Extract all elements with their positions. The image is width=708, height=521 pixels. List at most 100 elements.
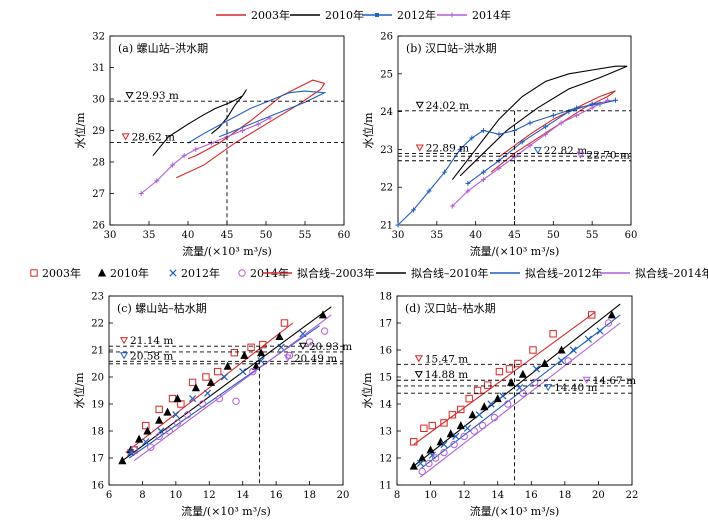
data-point <box>395 222 401 228</box>
y-tick-label: 26 <box>92 221 105 232</box>
data-point <box>480 402 489 411</box>
x-tick-label: 14 <box>491 490 504 501</box>
data-point <box>574 112 580 118</box>
data-point <box>469 135 475 141</box>
legend-mid-label: 2012年 <box>181 266 220 280</box>
y-tick-label: 17 <box>379 319 392 330</box>
x-tick-label: 10 <box>424 490 437 501</box>
series <box>118 306 332 465</box>
data-point <box>518 369 527 378</box>
data-point <box>596 327 604 335</box>
data-point <box>165 427 173 435</box>
data-point <box>127 448 135 457</box>
series <box>449 97 611 209</box>
panel-title: (c) 螺山站–枯水期 <box>117 301 207 315</box>
data-point <box>155 432 163 441</box>
annotation-label: 24.02 m <box>426 100 469 112</box>
data-point <box>584 335 592 343</box>
data-point <box>604 319 613 327</box>
data-point <box>193 146 199 152</box>
legend-mid-marker <box>169 269 177 277</box>
annotation-marker <box>125 92 134 100</box>
data-point <box>188 394 197 403</box>
data-point <box>519 139 525 145</box>
data-point <box>612 97 618 103</box>
annotation-label: 29.93 m <box>136 90 179 102</box>
annotation-marker <box>119 337 129 345</box>
series <box>130 314 332 462</box>
annotation-label: 14.40 m <box>554 382 597 394</box>
x-tick-label: 40 <box>182 230 195 241</box>
y-tick-label: 19 <box>91 400 104 411</box>
x-tick-label: 35 <box>143 230 156 241</box>
data-point <box>495 367 504 376</box>
data-point <box>249 367 257 376</box>
y-tick-label: 22 <box>91 319 104 330</box>
data-point <box>138 191 144 196</box>
annotation-marker <box>415 144 424 152</box>
data-point <box>529 346 537 354</box>
data-point <box>530 378 539 387</box>
legend-mid-item: 拟合线–2003年 <box>262 266 375 280</box>
data-point <box>557 357 566 365</box>
series <box>418 319 621 478</box>
data-point <box>130 446 138 454</box>
panel-title: (d) 汉口站–枯水期 <box>405 301 496 315</box>
data-point <box>505 365 514 373</box>
data-point <box>155 415 164 424</box>
y-tick-label: 28 <box>92 158 105 169</box>
legend-mid-item: 2010年 <box>97 266 149 280</box>
data-point <box>172 411 180 419</box>
data-point <box>247 343 255 352</box>
data-point <box>420 424 428 433</box>
series-line <box>140 117 271 194</box>
x-tick-label: 16 <box>270 490 283 501</box>
legend-top-item: 2010年 <box>290 8 364 22</box>
y-tick-label: 27 <box>92 189 105 200</box>
legend-mid: 2003年 2010年 2012年 2014年 拟合线–2003年 拟合线–2010年 拟合… <box>30 266 708 280</box>
legend-mid-item: 2012年 <box>169 266 220 280</box>
x-tick-label: 60 <box>625 230 638 241</box>
data-point <box>465 188 471 194</box>
fit-line <box>133 314 332 462</box>
panel-title: (b) 汉口站–洪水期 <box>406 41 497 55</box>
data-point <box>605 97 611 103</box>
annotation-marker <box>544 384 553 392</box>
data-point <box>507 377 516 386</box>
data-point <box>275 332 284 340</box>
y-tick-label: 14 <box>379 400 392 411</box>
annotation-label: 14.88 m <box>425 369 468 381</box>
x-tick-label: 18 <box>558 490 571 501</box>
legend-top: 2003年 2010年 2012年 2014年 <box>216 8 511 22</box>
data-point <box>255 121 261 127</box>
legend-top-marker <box>375 13 379 17</box>
data-point <box>504 400 512 408</box>
y-tick-label: 16 <box>91 481 104 492</box>
data-point <box>574 105 580 111</box>
y-tick-label: 31 <box>92 63 105 74</box>
legend-top-item: 2012年 <box>362 8 436 22</box>
data-point <box>499 392 507 400</box>
x-tick-label: 12 <box>458 490 471 501</box>
data-point <box>549 330 557 338</box>
data-point <box>142 421 150 430</box>
data-point <box>277 343 285 351</box>
data-point <box>426 188 432 194</box>
data-point <box>487 400 495 408</box>
data-point <box>173 394 182 403</box>
annotation-label: 21.14 m <box>130 335 173 347</box>
data-point <box>320 327 329 335</box>
legend-mid-label: 拟合线–2012年 <box>525 266 603 280</box>
legend-mid-label: 拟合线–2014年 <box>635 266 708 280</box>
x-tick-label: 45 <box>508 230 521 241</box>
y-tick-label: 16 <box>379 346 392 357</box>
legend-mid-item: 拟合线–2014年 <box>600 266 708 280</box>
data-point <box>483 381 492 389</box>
data-point <box>416 459 425 468</box>
x-tick-label: 40 <box>469 230 482 241</box>
x-tick-label: 20 <box>592 490 605 501</box>
y-tick-label: 13 <box>379 427 392 438</box>
data-point <box>431 454 440 462</box>
x-tick-label: 30 <box>104 230 117 241</box>
series-line <box>490 90 616 173</box>
